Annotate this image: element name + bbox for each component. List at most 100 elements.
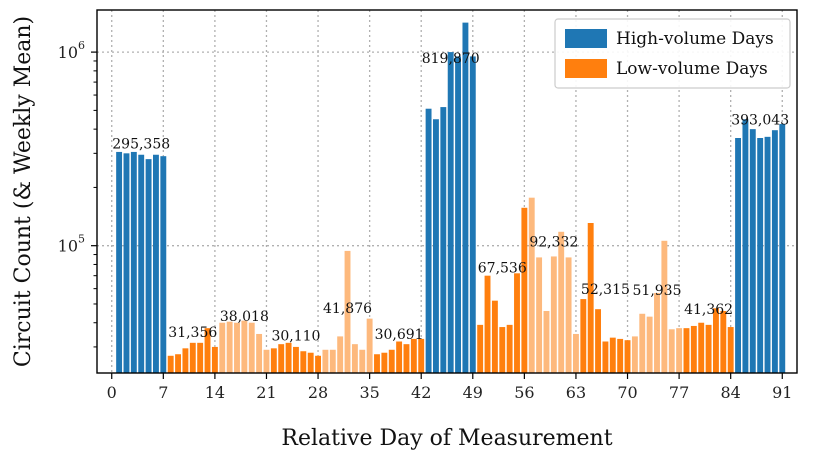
bar-high-day-89 xyxy=(764,136,771,373)
bar-low-day-28 xyxy=(315,355,321,373)
bar-high-day-90 xyxy=(771,130,778,373)
bar-low-day-70 xyxy=(624,340,631,373)
y-axis: 105 106 xyxy=(58,39,97,348)
bar-low_light-day-71 xyxy=(631,336,638,373)
bar-low_light-day-30 xyxy=(329,349,336,373)
bar-low-day-13 xyxy=(204,328,211,373)
bar-low-day-38 xyxy=(388,349,395,373)
legend-swatch-high xyxy=(565,29,607,48)
x-axis-title: Relative Day of Measurement xyxy=(281,426,612,451)
x-tick-label: 70 xyxy=(617,383,637,402)
value-label: 819,870 xyxy=(422,51,480,67)
bar-low-day-79 xyxy=(690,325,697,373)
bar-high-day-86 xyxy=(742,119,749,373)
bar-low-day-36 xyxy=(374,354,380,373)
x-tick-label: 21 xyxy=(256,383,276,402)
bar-low_light-day-15 xyxy=(219,322,226,373)
value-label: 51,935 xyxy=(633,283,682,299)
bar-low_light-day-58 xyxy=(536,257,543,373)
bar-low-day-8 xyxy=(167,355,174,373)
bar-low_light-day-61 xyxy=(558,231,565,373)
value-label: 38,018 xyxy=(220,309,269,325)
bar-low-day-11 xyxy=(189,342,196,373)
x-tick-label: 49 xyxy=(463,383,483,402)
bar-low_light-day-31 xyxy=(337,336,344,373)
legend-label-high: High-volume Days xyxy=(616,29,774,49)
bar-high-day-88 xyxy=(757,138,764,373)
bar-low_light-day-72 xyxy=(639,313,646,373)
x-tick-label: 84 xyxy=(721,383,741,402)
bar-high-day-49 xyxy=(469,56,476,374)
bar-low-day-27 xyxy=(307,352,314,373)
bar-low-day-81 xyxy=(705,324,712,373)
legend-swatch-low xyxy=(565,59,607,78)
bar-low-day-53 xyxy=(499,327,506,373)
bar-low-day-51 xyxy=(484,275,491,373)
bar-low-day-84 xyxy=(727,327,734,373)
bar-high-day-47 xyxy=(455,56,461,374)
bar-low_light-day-33 xyxy=(351,344,358,373)
bar-high-day-7 xyxy=(160,156,167,373)
value-label: 30,691 xyxy=(375,327,424,343)
x-tick-label: 56 xyxy=(514,383,534,402)
legend-box xyxy=(554,18,791,89)
bar-high-day-4 xyxy=(138,154,145,373)
bar-low-day-26 xyxy=(300,351,307,373)
bar-low-day-40 xyxy=(403,344,410,373)
bar-low-day-52 xyxy=(491,300,498,373)
x-tick-label: 42 xyxy=(411,383,431,402)
value-label: 52,315 xyxy=(581,282,630,298)
bar-low-day-56 xyxy=(521,207,528,373)
bar-low_light-day-19 xyxy=(248,322,255,373)
bar-low_light-day-77 xyxy=(676,328,683,373)
bar-low_light-day-29 xyxy=(322,349,329,373)
bar-low-day-68 xyxy=(609,337,616,373)
x-axis: 0 7 14 21 28 35 42 49 56 63 70 77 84 91 xyxy=(107,373,792,402)
bar-low_light-day-18 xyxy=(241,320,248,373)
bar-low-day-23 xyxy=(278,344,285,373)
bar-low_light-day-35 xyxy=(366,318,373,373)
value-label: 41,876 xyxy=(323,301,372,317)
bar-low_light-day-74 xyxy=(654,292,660,373)
x-tick-label: 14 xyxy=(205,383,225,402)
bar-low_light-day-32 xyxy=(344,250,351,373)
bar-low_light-day-16 xyxy=(226,321,233,373)
bar-low-day-78 xyxy=(683,328,690,373)
bar-high-day-43 xyxy=(425,108,432,374)
bar-high-day-91 xyxy=(779,124,786,373)
bar-low-day-37 xyxy=(381,352,388,373)
bar-high-day-6 xyxy=(153,154,159,373)
bar-high-day-2 xyxy=(123,153,130,373)
bar-low-day-67 xyxy=(602,341,609,373)
bar-high-day-5 xyxy=(145,159,152,373)
bar-low_light-day-21 xyxy=(263,349,270,373)
x-tick-label: 28 xyxy=(308,383,328,402)
bar-low_light-day-73 xyxy=(646,316,653,373)
bar-high-day-44 xyxy=(433,119,439,373)
bar-low-day-10 xyxy=(182,348,189,373)
x-tick-label: 0 xyxy=(107,383,117,402)
value-label: 67,536 xyxy=(478,261,527,277)
legend: High-volume Days Low-volume Days xyxy=(554,18,791,89)
bar-low_light-day-62 xyxy=(565,257,572,373)
bar-high-day-45 xyxy=(440,107,447,374)
bar-low_light-day-34 xyxy=(359,349,366,373)
bar-low-day-9 xyxy=(175,354,181,373)
x-tick-label: 63 xyxy=(566,383,586,402)
bar-low_light-day-63 xyxy=(573,333,579,373)
x-tick-label: 91 xyxy=(772,383,792,402)
bar-low-day-41 xyxy=(410,338,417,373)
bar-high-day-1 xyxy=(116,151,123,373)
bar-low_light-day-57 xyxy=(528,197,535,373)
x-tick-label: 35 xyxy=(359,383,379,402)
plot-frame xyxy=(96,9,798,374)
bar-low-day-83 xyxy=(720,310,727,373)
bar-low-day-55 xyxy=(514,273,520,373)
bar-low-day-50 xyxy=(477,324,484,373)
bar-low-day-66 xyxy=(595,309,601,373)
value-label: 393,043 xyxy=(731,113,789,129)
x-tick-label: 7 xyxy=(158,383,168,402)
y-tick-label: 106 xyxy=(58,39,85,62)
value-label: 92,332 xyxy=(529,234,578,250)
